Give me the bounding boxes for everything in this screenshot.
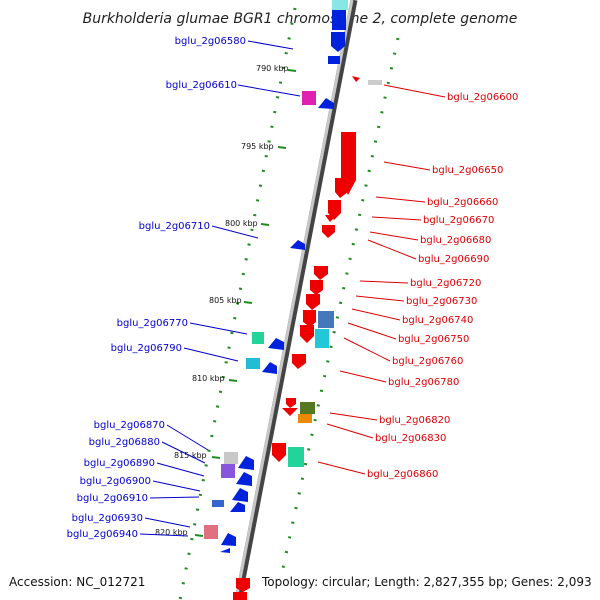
forward-tick-track — [178, 7, 297, 600]
feature-forward-arrow — [318, 98, 334, 109]
gene-label-forward[interactable]: bglu_2g06910 — [77, 493, 148, 504]
gene-label-reverse[interactable]: bglu_2g06750 — [398, 334, 469, 345]
feature-forward-arrow — [232, 488, 248, 502]
feature-reverse-arrow — [300, 325, 314, 343]
feature-forward-block — [332, 10, 346, 30]
reverse-labels — [317, 84, 446, 475]
feature-forward-arrow — [331, 32, 345, 52]
gene-label-reverse[interactable]: bglu_2g06780 — [388, 377, 459, 388]
gene-label-reverse[interactable]: bglu_2g06690 — [418, 254, 489, 265]
gene-label-reverse[interactable]: bglu_2g06670 — [423, 215, 494, 226]
summary-backdrop — [258, 570, 596, 592]
gene-label-reverse[interactable]: bglu_2g06730 — [406, 296, 477, 307]
feature-pink — [204, 525, 218, 539]
feature-cyan — [315, 329, 329, 348]
reverse-features — [233, 76, 382, 600]
feature-reverse-arrow — [236, 578, 250, 592]
kbp-label-805: 805 kbp — [209, 296, 242, 305]
gene-label-reverse[interactable]: bglu_2g06600 — [447, 92, 518, 103]
gene-label-forward[interactable]: bglu_2g06930 — [72, 513, 143, 524]
feature-forward-arrow — [230, 502, 245, 512]
feature-orange — [298, 414, 312, 423]
kbp-label-790: 790 kbp — [256, 64, 289, 73]
gene-label-reverse[interactable]: bglu_2g06720 — [410, 278, 481, 289]
feature-reverse-arrow — [325, 215, 337, 222]
feature-teal — [246, 358, 260, 369]
accession-backdrop — [4, 570, 146, 592]
feature-reverse-arrow — [310, 280, 323, 295]
gene-label-reverse[interactable]: bglu_2g06680 — [420, 235, 491, 246]
feature-forward-arrow — [290, 240, 305, 250]
reverse-label-text: bglu_2g06600 bglu_2g06650 bglu_2g06660 b… — [367, 92, 518, 480]
feature-magenta — [302, 91, 316, 105]
reverse-tick-track — [281, 37, 400, 569]
chromosome-backbone — [234, 0, 354, 600]
gene-label-forward[interactable]: bglu_2g06900 — [80, 476, 151, 487]
feature-reverse-arrow — [322, 225, 335, 238]
gene-label-forward[interactable]: bglu_2g06710 — [139, 221, 210, 232]
feature-violet — [221, 464, 235, 478]
gene-label-reverse[interactable]: bglu_2g06740 — [402, 315, 473, 326]
gene-label-reverse[interactable]: bglu_2g06760 — [392, 356, 463, 367]
kbp-label-795: 795 kbp — [241, 142, 274, 151]
gene-label-forward[interactable]: bglu_2g06580 — [175, 36, 246, 47]
forward-labels — [139, 40, 301, 537]
feature-olive — [300, 402, 315, 414]
feature-forward-arrow — [238, 456, 254, 470]
feature-forward-arrow — [221, 533, 236, 546]
feature-green — [288, 447, 304, 467]
feature-reverse-arrow — [306, 294, 320, 310]
gene-label-forward[interactable]: bglu_2g06890 — [84, 458, 155, 469]
gene-label-forward[interactable]: bglu_2g06770 — [117, 318, 188, 329]
map-title: Burkholderia glumae BGR1 chromosome 2, c… — [83, 11, 518, 27]
feature-reverse-arrow — [272, 443, 286, 462]
accession-text: Accession: NC_012721 — [9, 575, 145, 589]
feature-reverse-arrow — [352, 76, 360, 82]
feature-forward-arrow — [236, 472, 252, 486]
feature-green — [252, 332, 264, 344]
chromosome-backbone-shadow — [234, 0, 358, 600]
feature-grey-small — [368, 80, 382, 85]
feature-forward-arrow — [220, 548, 230, 553]
forward-label-text: bglu_2g06580 bglu_2g06610 bglu_2g06710 b… — [67, 36, 246, 540]
gene-label-reverse[interactable]: bglu_2g06650 — [432, 165, 503, 176]
kbp-label-810: 810 kbp — [192, 374, 225, 383]
gene-label-forward[interactable]: bglu_2g06610 — [166, 80, 237, 91]
feature-blue-small — [212, 500, 224, 507]
feature-grey — [224, 452, 238, 464]
feature-cyan — [332, 0, 348, 10]
gene-label-reverse[interactable]: bglu_2g06860 — [367, 469, 438, 480]
gene-label-forward[interactable]: bglu_2g06790 — [111, 343, 182, 354]
gene-label-forward[interactable]: bglu_2g06940 — [67, 529, 138, 540]
feature-reverse-arrow — [286, 398, 296, 408]
feature-steel-blue — [318, 311, 334, 328]
feature-reverse-arrow — [292, 354, 306, 369]
feature-reverse-arrow — [335, 178, 348, 198]
gene-label-forward[interactable]: bglu_2g06870 — [94, 420, 165, 431]
feature-reverse-arrow — [233, 592, 247, 600]
feature-reverse-arrow — [282, 408, 298, 416]
forward-features — [204, 0, 348, 553]
feature-reverse-arrow — [303, 310, 316, 327]
kbp-ticks — [194, 69, 297, 537]
gene-label-reverse[interactable]: bglu_2g06830 — [375, 433, 446, 444]
feature-forward-arrow — [262, 362, 277, 374]
feature-reverse-arrow — [314, 266, 328, 280]
gene-label-forward[interactable]: bglu_2g06880 — [89, 437, 160, 448]
genome-summary-text: Topology: circular; Length: 2,827,355 bp… — [261, 575, 592, 589]
gene-label-reverse[interactable]: bglu_2g06660 — [427, 197, 498, 208]
gene-label-reverse[interactable]: bglu_2g06820 — [379, 415, 450, 426]
feature-forward-arrow — [268, 338, 284, 350]
kbp-label-820: 820 kbp — [155, 528, 188, 537]
feature-forward-small — [328, 56, 340, 64]
kbp-label-800: 800 kbp — [225, 219, 258, 228]
